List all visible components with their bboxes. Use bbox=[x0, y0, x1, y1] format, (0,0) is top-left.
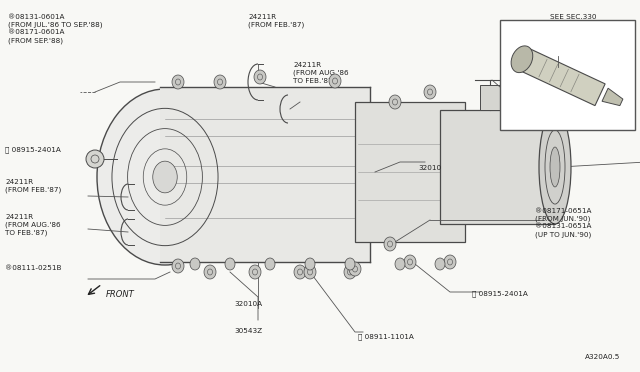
Ellipse shape bbox=[389, 95, 401, 109]
Ellipse shape bbox=[344, 265, 356, 279]
Ellipse shape bbox=[172, 75, 184, 89]
Text: Ⓝ 08911-1101A: Ⓝ 08911-1101A bbox=[358, 333, 414, 340]
Ellipse shape bbox=[305, 258, 315, 270]
Ellipse shape bbox=[384, 237, 396, 251]
Text: ®08131-0601A
(FROM JUL.'86 TO SEP.'88)
®08171-0601A
(FROM SEP.'88): ®08131-0601A (FROM JUL.'86 TO SEP.'88) ®… bbox=[8, 14, 102, 44]
Text: 24211R
(FROM FEB.'87): 24211R (FROM FEB.'87) bbox=[248, 14, 304, 28]
Ellipse shape bbox=[190, 258, 200, 270]
Text: SEE SEC.330
SEC.330 参照: SEE SEC.330 SEC.330 参照 bbox=[550, 14, 596, 28]
Text: Ⓟ 08915-2401A: Ⓟ 08915-2401A bbox=[472, 290, 528, 296]
Text: 32010A: 32010A bbox=[234, 301, 262, 307]
Ellipse shape bbox=[349, 262, 361, 276]
Ellipse shape bbox=[424, 85, 436, 99]
Text: Ⓟ 08915-2401A: Ⓟ 08915-2401A bbox=[5, 146, 61, 153]
Ellipse shape bbox=[395, 258, 405, 270]
Text: 24211R
(FROM AUG.'86
TO FEB.'87): 24211R (FROM AUG.'86 TO FEB.'87) bbox=[5, 214, 61, 236]
Ellipse shape bbox=[86, 150, 104, 168]
Ellipse shape bbox=[404, 255, 416, 269]
Bar bbox=[160, 87, 370, 262]
Polygon shape bbox=[602, 88, 623, 106]
Ellipse shape bbox=[254, 70, 266, 84]
Ellipse shape bbox=[444, 255, 456, 269]
Text: 24211R
(FROM AUG.'86
TO FEB.'87): 24211R (FROM AUG.'86 TO FEB.'87) bbox=[293, 62, 349, 84]
Ellipse shape bbox=[539, 110, 571, 224]
Text: ®08171-0651A
(FROM JUN.'90)
®08131-0651A
(UP TO JUN.'90): ®08171-0651A (FROM JUN.'90) ®08131-0651A… bbox=[535, 208, 591, 237]
Ellipse shape bbox=[345, 258, 355, 270]
Text: ®08111-0251B: ®08111-0251B bbox=[5, 265, 61, 271]
Ellipse shape bbox=[153, 161, 177, 193]
Text: FRONT: FRONT bbox=[106, 290, 135, 299]
Ellipse shape bbox=[265, 258, 275, 270]
Text: A320A0.5: A320A0.5 bbox=[584, 354, 620, 360]
Ellipse shape bbox=[294, 265, 306, 279]
Ellipse shape bbox=[249, 265, 261, 279]
Bar bbox=[355, 102, 465, 242]
Text: C2118: C2118 bbox=[541, 20, 565, 29]
Ellipse shape bbox=[97, 89, 233, 265]
Ellipse shape bbox=[329, 74, 341, 88]
Ellipse shape bbox=[225, 258, 235, 270]
Text: 30543Z: 30543Z bbox=[234, 328, 262, 334]
Ellipse shape bbox=[304, 265, 316, 279]
Ellipse shape bbox=[511, 46, 532, 73]
Ellipse shape bbox=[204, 265, 216, 279]
Ellipse shape bbox=[435, 258, 445, 270]
Bar bbox=[480, 85, 500, 110]
Text: 24211R
(FROM FEB.'87): 24211R (FROM FEB.'87) bbox=[5, 179, 61, 193]
Bar bbox=[500, 20, 635, 130]
Polygon shape bbox=[519, 48, 605, 106]
Ellipse shape bbox=[214, 75, 226, 89]
Ellipse shape bbox=[550, 147, 560, 187]
Ellipse shape bbox=[172, 259, 184, 273]
Text: 32010: 32010 bbox=[418, 165, 441, 171]
Bar bbox=[440, 110, 555, 224]
